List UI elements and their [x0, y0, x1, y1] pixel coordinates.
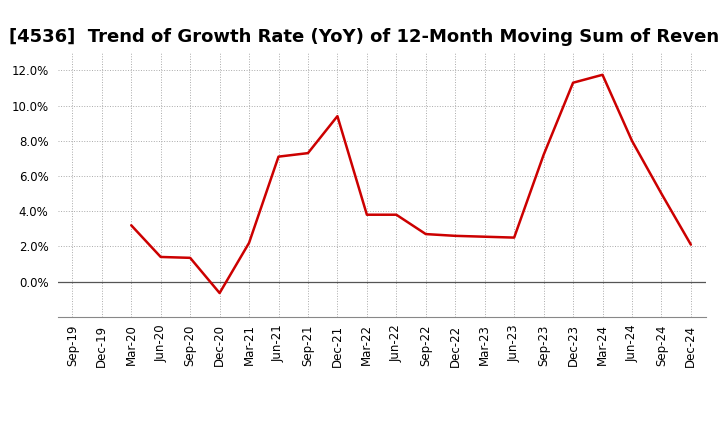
Title: [4536]  Trend of Growth Rate (YoY) of 12-Month Moving Sum of Revenues: [4536] Trend of Growth Rate (YoY) of 12-…: [9, 28, 720, 46]
